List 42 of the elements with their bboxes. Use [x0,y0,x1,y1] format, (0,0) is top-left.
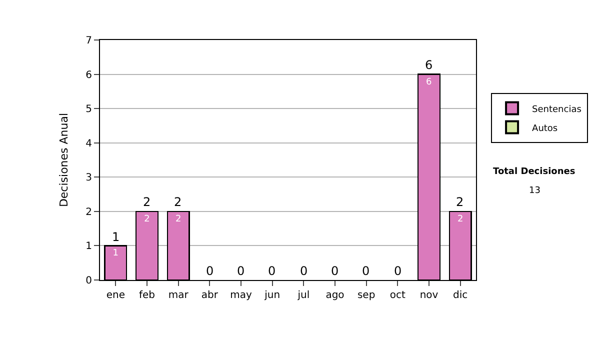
data-label: 2 [457,214,464,224]
y-tick-label: 7 [86,36,92,46]
data-label: 1 [112,248,119,259]
y-tick-label: 2 [86,206,92,218]
x-tick-label: nov [420,290,438,301]
y-tick-label: 4 [86,138,92,150]
x-tick-label: sep [357,290,376,301]
y-tick-label: 5 [86,104,92,116]
x-tick-label: jul [296,290,310,301]
x-tick-label: may [230,290,252,301]
total-label: 6 [425,58,433,72]
total-label: 1 [112,230,120,244]
total-label: 0 [268,264,276,278]
y-tick-label: 3 [86,172,92,184]
total-label: 0 [394,264,402,278]
x-tick-label: ene [106,290,125,301]
data-label: 6 [426,77,432,88]
legend-label: Sentencias [532,104,582,115]
x-tick-label: jun [264,290,280,301]
legend-label: Autos [532,124,558,134]
x-tick-label: abr [201,290,219,301]
y-tick-label: 6 [86,70,92,81]
total-label: 0 [331,264,339,278]
data-label: 2 [144,214,150,224]
y-tick-label: 1 [86,241,92,252]
data-label: 2 [175,214,182,224]
x-tick-label: ago [326,290,344,301]
total-label: 0 [300,264,308,278]
total-label: 0 [237,264,245,278]
x-tick-label: oct [390,290,406,301]
y-tick-label: 0 [86,276,92,286]
x-tick-label: dic [453,290,468,301]
x-tick-label: feb [138,290,156,301]
text: 13 [529,186,540,196]
y-axis-title: Decisiones Anual [57,112,70,208]
total-label: 2 [456,195,464,209]
total-label: 0 [362,264,370,278]
total-label: 2 [174,195,182,209]
text: Total Decisiones [493,167,576,177]
total-label: 2 [143,195,151,209]
x-tick-label: mar [168,290,190,301]
total-label: 0 [206,264,214,278]
